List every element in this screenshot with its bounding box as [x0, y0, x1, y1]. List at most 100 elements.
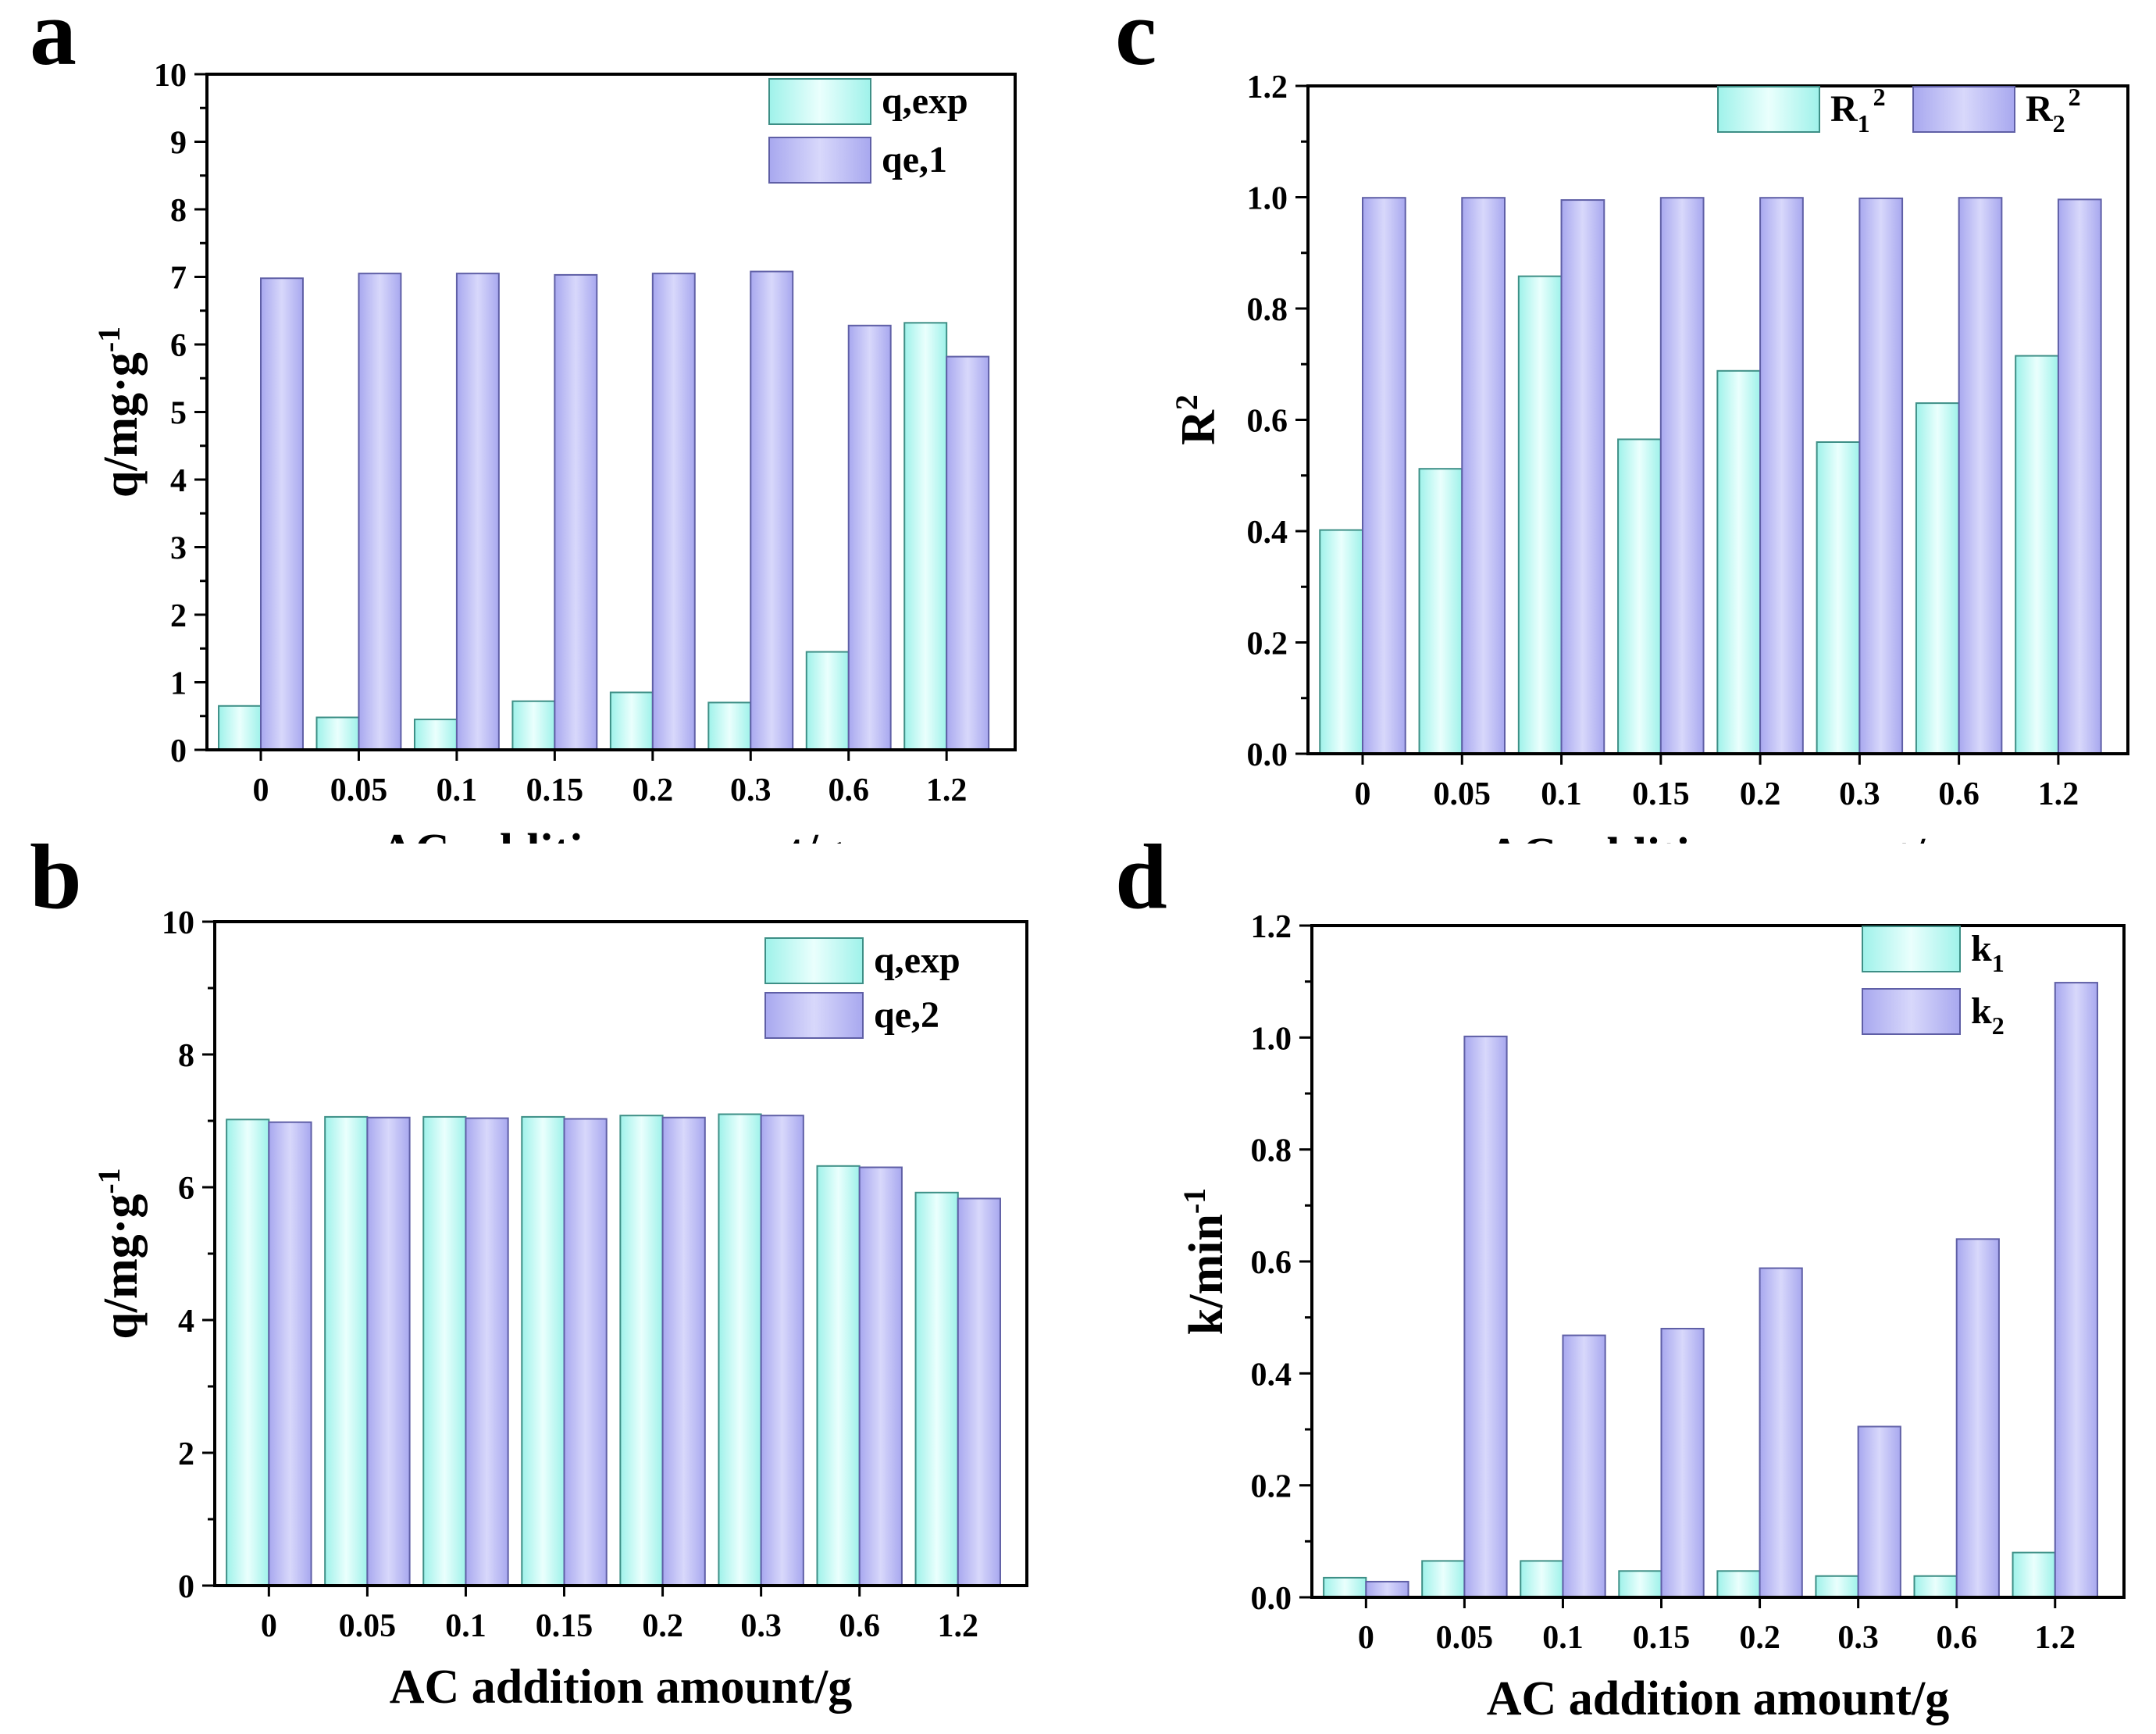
x-tick-label-d: 0.6 — [1936, 1620, 1977, 1656]
x-tick-label-a: 0.15 — [526, 772, 584, 808]
bar-b-series2-1.2 — [957, 1197, 1001, 1586]
bar-c-series1-0.15 — [1617, 438, 1662, 755]
x-tick-label-a: 0.2 — [633, 772, 674, 808]
x-tick-label-a: 0.1 — [437, 772, 478, 808]
x-tick-label-d: 0.15 — [1633, 1620, 1691, 1656]
legend-swatch-d-2 — [1862, 988, 1961, 1035]
panel-label-d: d — [1115, 844, 1167, 928]
bar-b-series2-0.15 — [563, 1118, 608, 1586]
x-tick-label-d: 0.3 — [1837, 1620, 1879, 1656]
legend-swatch-a-2 — [768, 137, 871, 184]
x-tick-label-b: 0.3 — [740, 1608, 782, 1644]
bar-d-series2-0.1 — [1562, 1334, 1606, 1598]
legend-label-b-2: qe,2 — [874, 994, 939, 1036]
bar-d-series2-1.2 — [2054, 982, 2098, 1599]
panel-label-a: a — [30, 0, 77, 84]
y-tick-label-a: 2 — [170, 598, 187, 634]
x-tick-label-c: 0 — [1355, 776, 1371, 812]
legend-label-c-2: R22 — [2026, 83, 2081, 137]
y-tick-label-d: 0.0 — [1251, 1581, 1292, 1617]
panel-a: a 0 0.05 0.1 0.15 0.2 0.3 0.6 1.2 0 1 2 3 4 5 6 7 8 9 10 AC … — [0, 0, 1070, 878]
y-tick-label-a: 10 — [154, 58, 187, 94]
bar-b-series1-1.2 — [914, 1191, 959, 1586]
y-tick-label-b: 4 — [178, 1304, 194, 1340]
bar-b-series1-0.1 — [422, 1115, 467, 1586]
bar-c-series1-0.1 — [1517, 275, 1563, 755]
y-tick-label-c: 0.0 — [1247, 737, 1288, 773]
bar-b-series2-0.2 — [661, 1116, 706, 1586]
x-tick-label-a: 0.05 — [330, 772, 388, 808]
plot-frame-a — [205, 73, 1017, 751]
bar-b-series2-0 — [268, 1121, 312, 1586]
bar-c-series2-0.6 — [1958, 197, 2003, 755]
y-axis-label-b: q/mg·g-1 — [91, 1168, 148, 1339]
y-tick-label-c: 1.0 — [1247, 181, 1288, 217]
panel-b: b 0 0.05 0.1 0.15 0.2 0.3 0.6 1.2 0 2 4 6 8 10 AC addit… — [0, 824, 1070, 1734]
x-tick-label-d: 1.2 — [2035, 1620, 2076, 1656]
bar-b-series1-0 — [226, 1119, 270, 1586]
bar-c-series1-0.05 — [1418, 468, 1463, 755]
legend-label-a-1: q,exp — [882, 80, 968, 122]
legend-swatch-a-1 — [768, 78, 871, 125]
legend-label-c-1: R12 — [1830, 83, 1886, 137]
y-tick-label-c: 0.8 — [1247, 292, 1288, 328]
y-tick-label-c: 0.6 — [1247, 404, 1288, 440]
y-axis-label-c: R2 — [1169, 394, 1226, 445]
bar-a-series2-0.15 — [554, 273, 598, 751]
bar-b-series2-0.05 — [366, 1116, 411, 1586]
panel-label-c: c — [1115, 0, 1156, 84]
x-tick-label-b: 0.05 — [339, 1608, 397, 1644]
y-tick-label-b: 2 — [178, 1436, 194, 1472]
x-tick-label-a: 0.6 — [828, 772, 869, 808]
bar-a-series2-1.2 — [946, 355, 990, 751]
bar-c-series2-0.2 — [1759, 197, 1804, 755]
x-tick-label-c: 0.3 — [1839, 776, 1880, 812]
bar-b-series1-0.6 — [816, 1165, 861, 1586]
bar-a-series1-0.1 — [413, 719, 458, 751]
bar-a-series2-0.05 — [358, 273, 402, 751]
y-tick-label-a: 7 — [170, 261, 187, 297]
y-tick-label-b: 0 — [178, 1569, 194, 1605]
x-axis-label-a: AC addition amount/g — [380, 825, 843, 844]
y-tick-label-a: 0 — [170, 733, 187, 769]
plot-frame-d — [1310, 924, 2126, 1599]
bar-b-series1-0.3 — [718, 1113, 762, 1586]
bar-d-series2-0.2 — [1759, 1267, 1803, 1598]
x-tick-label-b: 0.6 — [839, 1608, 880, 1644]
bar-c-series2-1.2 — [2057, 198, 2102, 755]
x-axis-label-d: AC addition amount/g — [1487, 1672, 1950, 1725]
bar-c-series2-0.3 — [1858, 197, 1904, 755]
bar-a-series2-0.3 — [750, 270, 794, 751]
y-tick-label-c: 0.2 — [1247, 626, 1288, 662]
x-tick-label-b: 0.15 — [536, 1608, 593, 1644]
chart-d: d 0 0.05 0.1 0.15 0.2 0.3 0.6 1.2 0.0 0.2 0.4 0.6 0.8… — [1115, 824, 2126, 1725]
bar-c-series1-1.2 — [2015, 355, 2059, 755]
y-tick-label-d: 0.8 — [1251, 1133, 1292, 1169]
y-tick-label-a: 4 — [170, 463, 187, 499]
y-tick-label-b: 10 — [162, 905, 194, 941]
x-tick-label-d: 0.2 — [1739, 1620, 1780, 1656]
y-tick-label-a: 9 — [170, 126, 187, 162]
x-axis-label-c: AC addition amount/g — [1487, 829, 1950, 844]
bar-a-series1-0.15 — [511, 700, 556, 751]
x-tick-label-c: 0.05 — [1434, 776, 1491, 812]
bar-c-series2-0.1 — [1560, 199, 1605, 755]
x-tick-label-c: 0.2 — [1740, 776, 1781, 812]
bar-d-series1-0.1 — [1520, 1560, 1564, 1599]
y-tick-label-a: 6 — [170, 328, 187, 364]
legend-swatch-d-1 — [1862, 926, 1961, 972]
x-tick-label-c: 0.1 — [1541, 776, 1582, 812]
bar-d-series2-0.3 — [1857, 1425, 1901, 1599]
bar-b-series1-0.05 — [324, 1115, 369, 1586]
x-axis-label-b: AC addition amount/g — [390, 1661, 853, 1714]
legend-swatch-b-1 — [764, 937, 864, 984]
chart-c: c 0 0.05 0.1 0.15 0.2 0.3 0.6 1.2 0.0 0.2 0.4 0.6 0.8… — [1115, 0, 2129, 882]
bar-c-series2-0.15 — [1659, 197, 1705, 755]
x-tick-label-d: 0 — [1358, 1620, 1374, 1656]
legend-swatch-c-1 — [1717, 86, 1820, 133]
bar-c-series1-0.2 — [1716, 369, 1762, 755]
y-tick-label-a: 5 — [170, 396, 187, 432]
bar-d-series1-0.15 — [1618, 1570, 1662, 1598]
bar-c-series1-0.3 — [1816, 441, 1861, 755]
x-tick-label-c: 0.6 — [1938, 776, 1980, 812]
